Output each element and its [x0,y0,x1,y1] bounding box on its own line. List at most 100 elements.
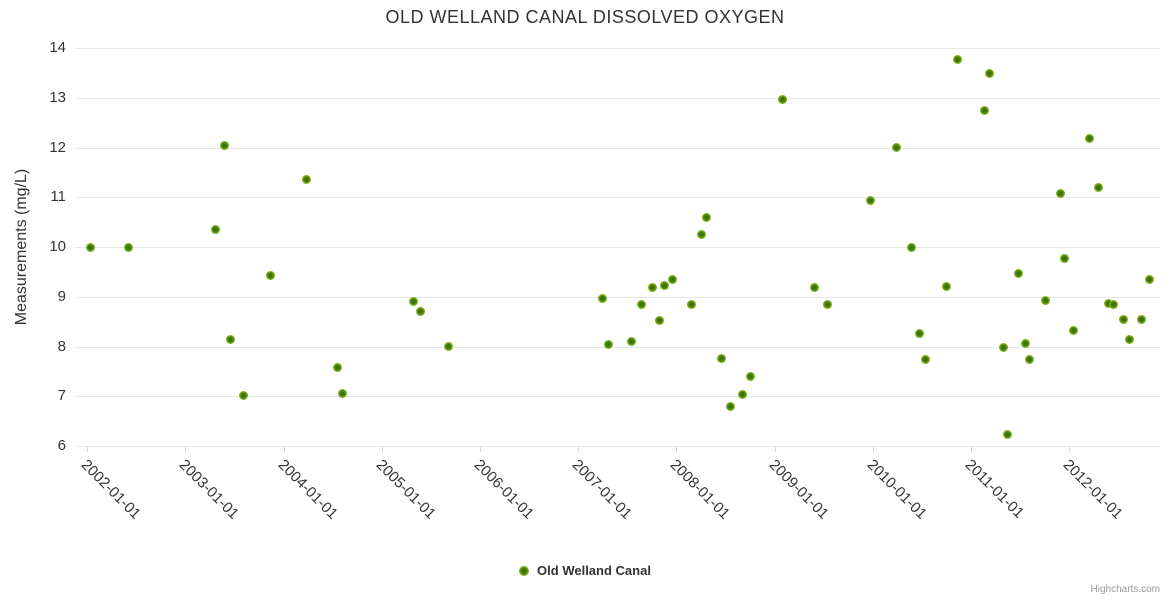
data-point[interactable] [211,225,221,235]
data-point[interactable] [1144,275,1154,285]
data-point[interactable] [822,300,832,310]
data-point[interactable] [1103,298,1113,308]
data-point[interactable] [1040,296,1050,306]
data-point[interactable] [979,105,989,115]
data-point[interactable] [1025,355,1035,365]
y-axis-tick-label: 14 [49,39,66,56]
data-point[interactable] [696,229,706,239]
data-point[interactable] [1125,335,1135,345]
x-axis-tick [480,447,481,452]
gridline [75,97,1160,99]
data-point[interactable] [637,300,647,310]
x-axis-tick-label: 2008-01-01 [667,456,734,523]
y-axis-tick-label: 11 [50,188,66,206]
gridline [75,296,1160,298]
plot-area [75,48,1160,452]
legend-item-label: Old Welland Canal [537,563,651,578]
data-point[interactable] [1069,326,1079,336]
y-axis-tick-label: 9 [57,287,66,305]
data-point[interactable] [984,69,994,79]
data-point[interactable] [265,270,275,280]
data-point[interactable] [597,293,607,303]
data-point[interactable] [701,212,711,222]
legend-marker-icon [519,565,530,576]
x-axis-tick-label: 2010-01-01 [863,456,930,523]
x-axis-tick [87,447,89,452]
gridline [75,147,1160,149]
data-point[interactable] [865,196,875,206]
credits-link[interactable]: Highcharts.com [1090,584,1160,595]
data-point[interactable] [333,362,343,372]
x-axis-tick-label: 2007-01-01 [568,456,636,523]
data-point[interactable] [409,297,419,307]
y-axis-tick-label: 7 [57,387,66,405]
x-axis-tick-label: 2012-01-01 [1059,456,1127,523]
data-point[interactable] [921,355,931,365]
x-axis-tick [774,447,776,452]
gridline [75,48,1160,49]
y-axis-tick-label: 12 [49,138,66,156]
data-point[interactable] [942,282,952,292]
data-point[interactable] [85,242,95,252]
data-point[interactable] [891,143,901,152]
data-point[interactable] [443,342,453,351]
chart-title: OLD WELLAND CANAL DISSOLVED OXYGEN [385,7,785,27]
y-axis-tick-label: 13 [49,88,66,106]
x-axis-tick-label: 2003-01-01 [176,456,243,523]
data-point[interactable] [603,339,613,349]
data-point[interactable] [220,140,230,150]
x-axis-tick-label: 2005-01-01 [372,456,439,523]
data-point[interactable] [302,174,312,184]
data-point[interactable] [1137,314,1147,324]
data-point[interactable] [1118,315,1128,325]
data-point[interactable] [998,343,1008,353]
data-point[interactable] [1002,429,1012,439]
data-point[interactable] [952,54,962,64]
data-point[interactable] [1108,300,1118,310]
data-point[interactable] [667,275,677,285]
data-point[interactable] [659,281,669,291]
data-point[interactable] [225,334,235,344]
data-point[interactable] [906,242,916,252]
data-point[interactable] [686,300,696,310]
data-point[interactable] [1055,189,1065,199]
y-axis-tick-label: 8 [57,337,66,355]
y-axis-tick-label: 6 [57,437,66,454]
data-point[interactable] [716,354,726,364]
data-point[interactable] [746,372,756,382]
legend[interactable]: Old Welland Canal [0,563,1170,578]
data-point[interactable] [726,401,736,411]
data-point[interactable] [1021,338,1031,348]
data-point[interactable] [1059,254,1069,264]
x-axis-tick [971,447,972,452]
x-axis-tick [578,447,580,452]
data-point[interactable] [123,242,133,252]
x-axis-tick-label: 2006-01-01 [470,456,537,523]
data-point[interactable] [239,390,249,400]
data-point[interactable] [627,336,637,346]
gridline [75,346,1160,348]
x-axis-tick-label: 2009-01-01 [765,456,832,523]
x-axis-tick [872,447,874,452]
data-point[interactable] [415,307,425,317]
data-point[interactable] [1093,182,1103,192]
data-point[interactable] [337,388,347,398]
x-axis-tick [283,447,285,452]
data-point[interactable] [809,283,819,293]
x-axis-tick [185,447,187,452]
x-axis-tick [676,447,678,452]
x-axis-tick-label: 2004-01-01 [274,456,341,523]
gridline [75,396,1160,398]
data-point[interactable] [654,315,664,325]
x-axis-tick-label: 2002-01-01 [77,456,145,523]
data-point[interactable] [914,328,924,338]
data-point[interactable] [1084,134,1094,144]
gridline [75,197,1160,199]
data-point[interactable] [778,95,788,105]
y-axis-tick-label: 10 [49,238,66,255]
data-point[interactable] [737,389,747,399]
x-axis-tick [1069,447,1071,452]
data-point[interactable] [1014,269,1024,279]
data-point[interactable] [648,283,658,293]
